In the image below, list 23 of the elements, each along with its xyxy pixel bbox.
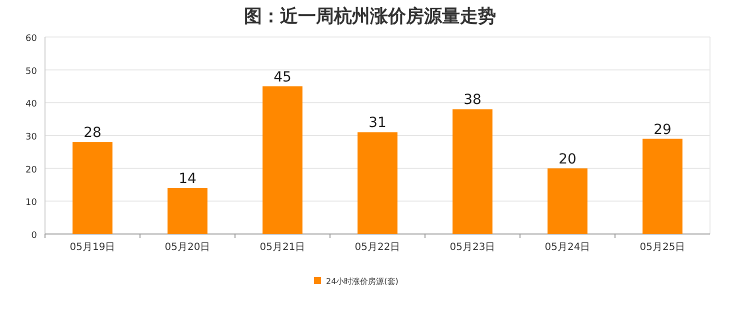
- xtick: 05月22日: [354, 242, 400, 253]
- ytick: 30: [26, 132, 37, 142]
- data-label: 14: [178, 171, 196, 188]
- ytick: 20: [26, 165, 37, 176]
- ytick: 10: [26, 198, 37, 208]
- xtick: 05月23日: [450, 242, 496, 253]
- ytick: 40: [26, 100, 37, 110]
- legend: 24小时涨价房源(套): [326, 277, 398, 286]
- xtick: 05月25日: [640, 242, 686, 253]
- data-label: 31: [368, 115, 386, 132]
- xtick: 05月19日: [70, 242, 116, 253]
- data-label: 28: [84, 125, 102, 142]
- data-label: 45: [274, 69, 292, 86]
- ytick: 60: [26, 34, 37, 44]
- data-label: 20: [558, 151, 576, 168]
- ytick: 50: [26, 66, 37, 77]
- xtick: 05月21日: [260, 242, 306, 253]
- xtick: 05月24日: [544, 242, 590, 253]
- xtick: 05月20日: [164, 242, 210, 253]
- data-label: 29: [654, 122, 672, 138]
- title: 图：近一周杭州涨价房源量走势: [244, 6, 496, 27]
- data-label: 38: [464, 92, 482, 108]
- ytick: 0: [31, 231, 37, 241]
